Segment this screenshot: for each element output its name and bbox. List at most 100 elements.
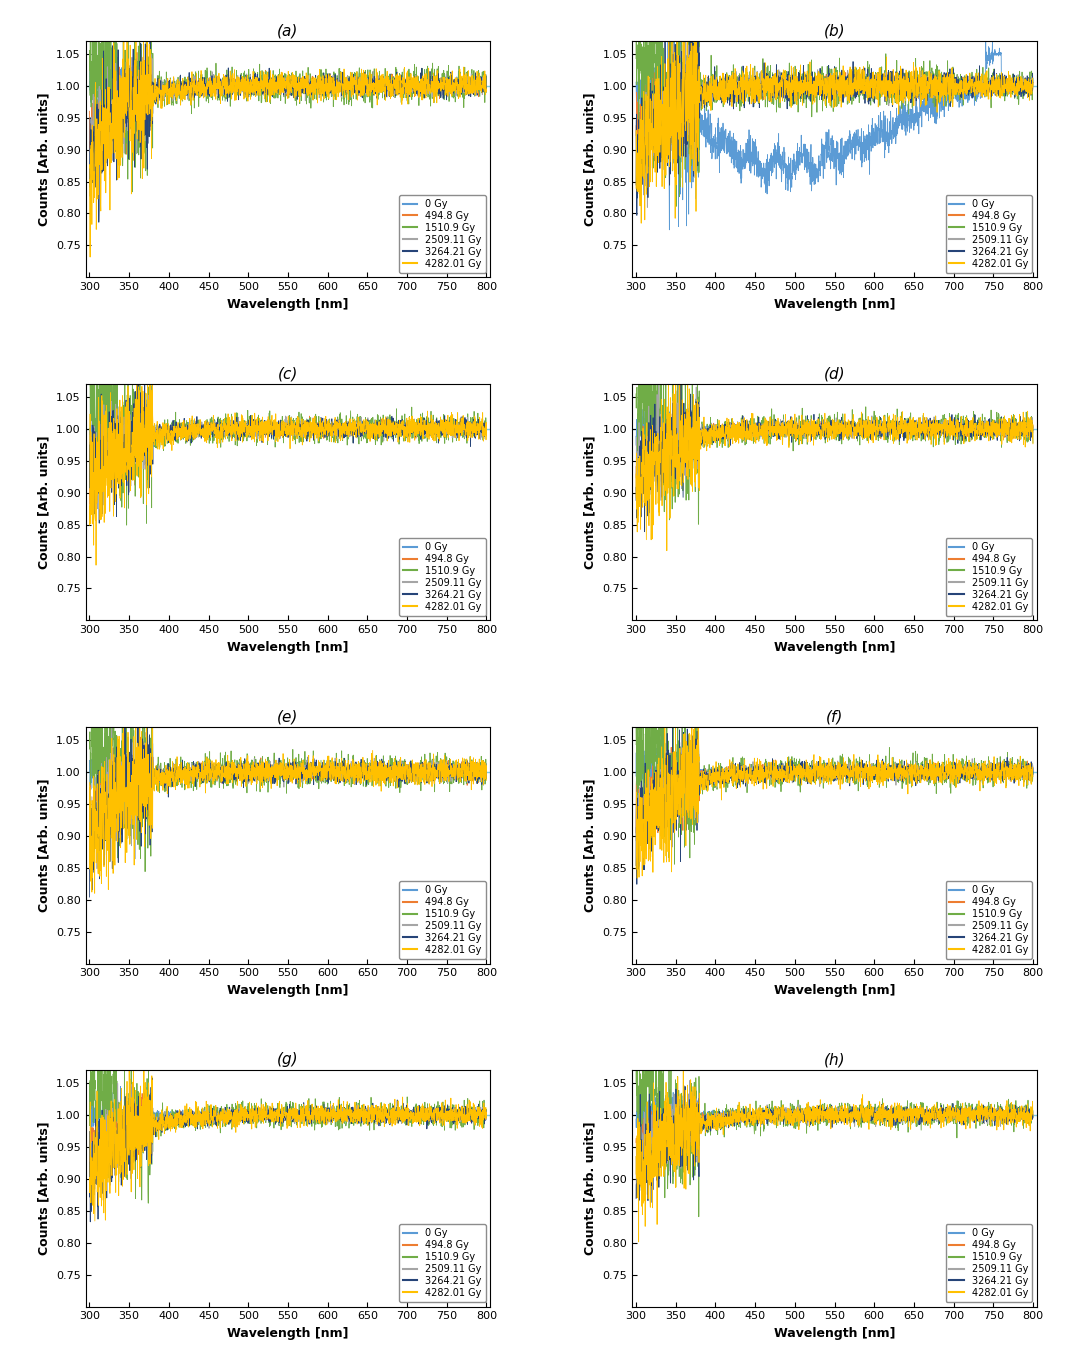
4282.01 Gy — [650, 456, 663, 472]
3264.21 Gy — [469, 82, 482, 98]
494.8 Gy — [630, 117, 642, 133]
494.8 Gy — [1016, 1105, 1028, 1121]
2509.11 Gy — [641, 199, 654, 215]
2509.11 Gy — [106, 719, 119, 735]
0 Gy — [812, 419, 825, 436]
4282.01 Gy — [663, 33, 676, 49]
2509.11 Gy — [650, 93, 663, 109]
494.8 Gy — [943, 759, 956, 776]
1510.9 Gy — [1016, 78, 1028, 94]
4282.01 Gy — [83, 1169, 96, 1185]
2509.11 Gy — [1026, 1104, 1039, 1120]
2509.11 Gy — [277, 415, 290, 431]
X-axis label: Wavelength [nm]: Wavelength [nm] — [228, 984, 348, 996]
494.8 Gy — [823, 759, 836, 776]
2509.11 Gy — [823, 1108, 836, 1124]
1510.9 Gy — [396, 426, 408, 442]
4282.01 Gy — [396, 769, 408, 785]
494.8 Gy — [823, 423, 836, 440]
494.8 Gy — [1016, 761, 1028, 777]
3264.21 Gy — [650, 91, 663, 108]
0 Gy — [480, 418, 493, 434]
3264.21 Gy — [276, 762, 289, 778]
1510.9 Gy — [83, 1075, 96, 1092]
4282.01 Gy — [943, 69, 956, 86]
Legend: 0 Gy, 494.8 Gy, 1510.9 Gy, 2509.11 Gy, 3264.21 Gy, 4282.01 Gy: 0 Gy, 494.8 Gy, 1510.9 Gy, 2509.11 Gy, 3… — [399, 195, 485, 272]
Legend: 0 Gy, 494.8 Gy, 1510.9 Gy, 2509.11 Gy, 3264.21 Gy, 4282.01 Gy: 0 Gy, 494.8 Gy, 1510.9 Gy, 2509.11 Gy, 3… — [399, 538, 485, 615]
4282.01 Gy — [630, 1166, 642, 1183]
X-axis label: Wavelength [nm]: Wavelength [nm] — [228, 1327, 348, 1341]
3264.21 Gy — [943, 1106, 956, 1123]
0 Gy — [396, 421, 408, 437]
3264.21 Gy — [679, 1078, 692, 1094]
0 Gy — [657, 736, 670, 753]
0 Gy — [480, 1109, 493, 1126]
Line: 1510.9 Gy: 1510.9 Gy — [90, 384, 486, 525]
3264.21 Gy — [823, 425, 836, 441]
Y-axis label: Counts [Arb. units]: Counts [Arb. units] — [584, 778, 597, 912]
0 Gy — [83, 61, 96, 78]
3264.21 Gy — [396, 415, 408, 431]
3264.21 Gy — [659, 33, 671, 49]
0 Gy — [943, 764, 956, 780]
4282.01 Gy — [1016, 761, 1028, 777]
494.8 Gy — [1026, 1109, 1039, 1126]
4282.01 Gy — [89, 885, 102, 901]
4282.01 Gy — [104, 751, 117, 768]
1510.9 Gy — [1026, 73, 1039, 90]
494.8 Gy — [138, 719, 151, 735]
494.8 Gy — [650, 453, 663, 470]
1510.9 Gy — [480, 423, 493, 440]
0 Gy — [266, 765, 279, 781]
2509.11 Gy — [943, 769, 956, 785]
3264.21 Gy — [469, 1108, 482, 1124]
4282.01 Gy — [823, 768, 836, 784]
4282.01 Gy — [480, 82, 493, 98]
4282.01 Gy — [812, 64, 825, 80]
3264.21 Gy — [104, 1136, 117, 1153]
1510.9 Gy — [396, 1111, 408, 1127]
494.8 Gy — [650, 773, 663, 789]
0 Gy — [480, 78, 493, 94]
3264.21 Gy — [468, 772, 481, 788]
1510.9 Gy — [630, 50, 642, 67]
0 Gy — [1016, 1106, 1028, 1123]
0 Gy — [396, 1108, 408, 1124]
1510.9 Gy — [1016, 414, 1028, 430]
4282.01 Gy — [118, 33, 130, 49]
2509.11 Gy — [480, 761, 493, 777]
Line: 4282.01 Gy: 4282.01 Gy — [636, 384, 1033, 551]
0 Gy — [668, 393, 681, 410]
494.8 Gy — [480, 764, 493, 780]
3264.21 Gy — [143, 33, 156, 49]
0 Gy — [1016, 764, 1028, 780]
2509.11 Gy — [468, 427, 481, 444]
3264.21 Gy — [266, 88, 279, 105]
494.8 Gy — [468, 80, 481, 97]
Line: 3264.21 Gy: 3264.21 Gy — [90, 41, 486, 222]
3264.21 Gy — [468, 766, 481, 783]
1510.9 Gy — [396, 78, 408, 94]
4282.01 Gy — [396, 86, 408, 102]
Line: 494.8 Gy: 494.8 Gy — [90, 1093, 486, 1177]
3264.21 Gy — [93, 514, 106, 531]
1510.9 Gy — [276, 425, 289, 441]
X-axis label: Wavelength [nm]: Wavelength [nm] — [228, 298, 348, 310]
494.8 Gy — [823, 1106, 836, 1123]
2509.11 Gy — [650, 807, 663, 823]
0 Gy — [138, 99, 151, 116]
1510.9 Gy — [277, 76, 290, 93]
3264.21 Gy — [396, 1112, 408, 1128]
2509.11 Gy — [1026, 758, 1039, 774]
4282.01 Gy — [266, 759, 279, 776]
4282.01 Gy — [104, 1185, 117, 1202]
4282.01 Gy — [635, 215, 648, 231]
3264.21 Gy — [92, 214, 105, 230]
0 Gy — [639, 1075, 652, 1092]
494.8 Gy — [90, 841, 103, 857]
Legend: 0 Gy, 494.8 Gy, 1510.9 Gy, 2509.11 Gy, 3264.21 Gy, 4282.01 Gy: 0 Gy, 494.8 Gy, 1510.9 Gy, 2509.11 Gy, 3… — [946, 1224, 1032, 1301]
4282.01 Gy — [469, 764, 482, 780]
Line: 0 Gy: 0 Gy — [90, 59, 486, 108]
1510.9 Gy — [1016, 764, 1028, 780]
3264.21 Gy — [638, 524, 651, 540]
